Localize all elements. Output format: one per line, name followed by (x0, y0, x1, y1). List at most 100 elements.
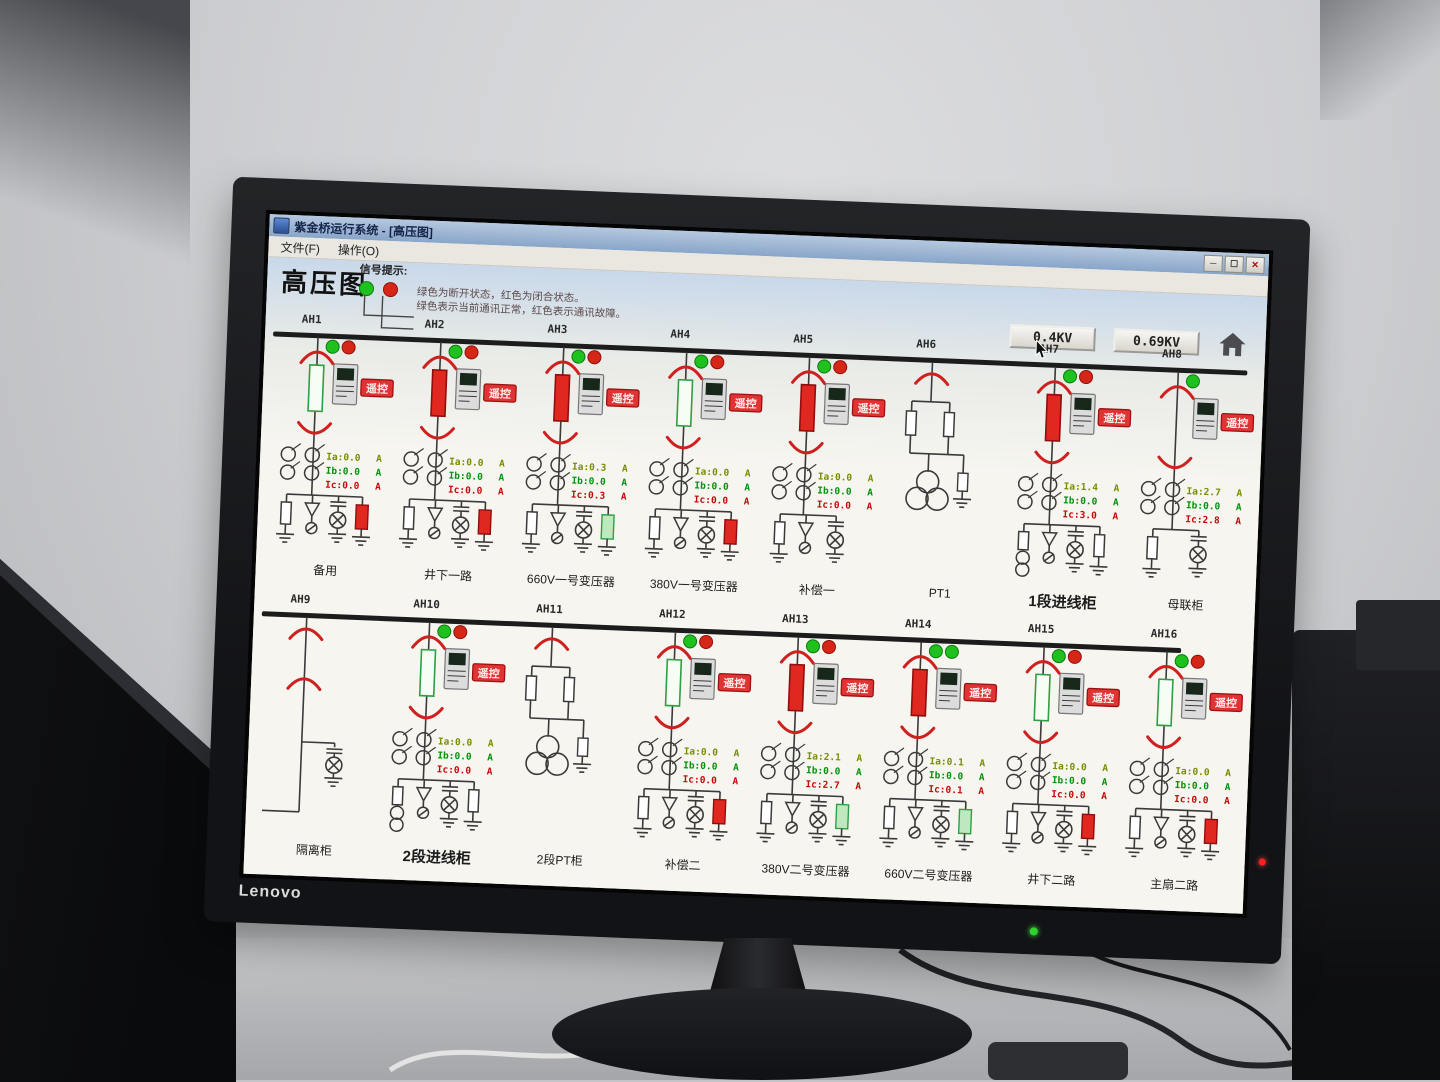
meter-icon (936, 668, 962, 709)
wire (688, 796, 704, 797)
indicator-rect[interactable] (724, 520, 737, 544)
remote-button-label[interactable]: 遥控 (1103, 411, 1126, 426)
fuse-icon (522, 504, 542, 553)
breaker-switch[interactable] (666, 659, 682, 706)
remote-button[interactable]: 遥控 (472, 664, 505, 682)
branch-line (410, 499, 486, 502)
remote-button-label[interactable]: 遥控 (846, 681, 869, 696)
indicator-rect[interactable] (959, 809, 972, 833)
bay-diagram (498, 625, 630, 862)
remote-button-label[interactable]: 遥控 (723, 676, 746, 691)
meter-screen (817, 668, 834, 681)
wire (1179, 816, 1195, 817)
status-dot-red-icon (342, 341, 356, 355)
remote-button[interactable]: 遥控 (1210, 693, 1243, 711)
indicator-rect[interactable] (478, 510, 491, 534)
remote-button[interactable]: 遥控 (606, 389, 639, 407)
wire (879, 838, 897, 839)
remote-button[interactable]: 遥控 (729, 394, 762, 412)
branch-line (287, 494, 363, 497)
remote-button[interactable]: 遥控 (361, 379, 394, 397)
earth-switch-icon (550, 505, 566, 544)
remote-button[interactable]: 遥控 (964, 683, 997, 701)
remote-button[interactable]: 遥控 (1087, 688, 1120, 706)
current-unit: A (376, 454, 382, 465)
remote-button-label[interactable]: 遥控 (734, 396, 757, 411)
breaker-switch[interactable] (800, 385, 816, 432)
indicator-rect[interactable] (601, 515, 614, 539)
current-unit: A (867, 487, 873, 498)
wire (826, 554, 844, 555)
meter-screen (694, 663, 711, 676)
indicator-rect[interactable] (355, 505, 368, 529)
indicator-rect[interactable] (1082, 814, 1095, 838)
remote-button[interactable]: 遥控 (718, 674, 751, 692)
wire (1044, 554, 1054, 562)
indicator-rect[interactable] (1204, 819, 1217, 843)
remote-button-label[interactable]: 遥控 (477, 666, 500, 681)
maximize-button[interactable]: ☐ (1224, 255, 1244, 273)
current-unit: A (1113, 483, 1119, 494)
indicator-rect[interactable] (713, 799, 726, 823)
ct-arrow (291, 461, 300, 468)
mouse-cursor (1035, 340, 1052, 361)
close-button[interactable]: ✕ (1245, 256, 1265, 274)
remote-button[interactable]: 遥控 (852, 399, 885, 417)
bay-label: 660V一号变压器 (509, 569, 633, 591)
feeder-stem (435, 342, 441, 500)
status-dot-green-icon (683, 635, 697, 649)
branch-line (644, 789, 720, 792)
fuse-icon (944, 412, 955, 436)
indicator-rect-icon (598, 507, 618, 556)
ct-arrow (1176, 479, 1185, 486)
wall-shadow (0, 0, 190, 360)
current-transformer-icon (551, 454, 571, 473)
breaker-switch[interactable] (788, 664, 804, 711)
status-dot-green-icon (449, 345, 463, 359)
indicator-rect-icon (832, 796, 852, 845)
remote-button-label[interactable]: 遥控 (857, 401, 880, 416)
remote-button[interactable]: 遥控 (1098, 409, 1131, 427)
breaker-switch[interactable] (677, 380, 693, 427)
current-unit: A (978, 786, 984, 797)
breaker-switch[interactable] (1157, 679, 1173, 726)
remote-button-label[interactable]: 遥控 (1226, 416, 1249, 431)
remote-button-label[interactable]: 遥控 (612, 391, 635, 406)
remote-button-label[interactable]: 遥控 (366, 381, 389, 396)
current-reading-ia: Ia:0.3 (572, 461, 607, 473)
remote-button[interactable]: 遥控 (484, 384, 517, 402)
current-unit: A (1235, 516, 1241, 527)
remote-button-label[interactable]: 遥控 (1215, 695, 1238, 710)
wire (573, 764, 591, 765)
breaker-switch[interactable] (420, 650, 436, 697)
breaker-switch[interactable] (1034, 674, 1050, 721)
breaker-switch[interactable] (554, 375, 570, 422)
breaker-switch[interactable] (431, 370, 447, 417)
current-reading-ib: Ib:0.0 (448, 471, 483, 483)
indicator-rect-icon (709, 791, 729, 840)
minimize-button[interactable]: ─ (1203, 254, 1223, 272)
wire (475, 542, 493, 543)
status-dot-red-icon (1191, 655, 1205, 669)
breaker-switch[interactable] (308, 365, 324, 412)
wire (808, 833, 826, 834)
earth-switch-icon (416, 780, 432, 819)
remote-button-label[interactable]: 遥控 (969, 686, 992, 701)
remote-button-label[interactable]: 遥控 (489, 386, 512, 401)
current-transformer-icon (662, 756, 682, 775)
earth-switch-icon (427, 500, 443, 539)
breaker-switch[interactable] (1045, 395, 1061, 442)
menu-file[interactable]: 文件(F) (272, 237, 328, 258)
ground-icon (825, 554, 843, 563)
indicator-rect[interactable] (836, 804, 849, 828)
fuse-icon (1002, 803, 1022, 852)
breaker-switch[interactable] (911, 669, 927, 716)
remote-button[interactable]: 遥控 (1221, 414, 1254, 432)
remote-button-label[interactable]: 遥控 (1092, 691, 1115, 706)
status-dot-green-icon (695, 355, 709, 369)
menu-operate[interactable]: 操作(O) (330, 239, 388, 260)
remote-button[interactable]: 遥控 (841, 678, 874, 696)
current-transformer-icon (1030, 771, 1050, 790)
